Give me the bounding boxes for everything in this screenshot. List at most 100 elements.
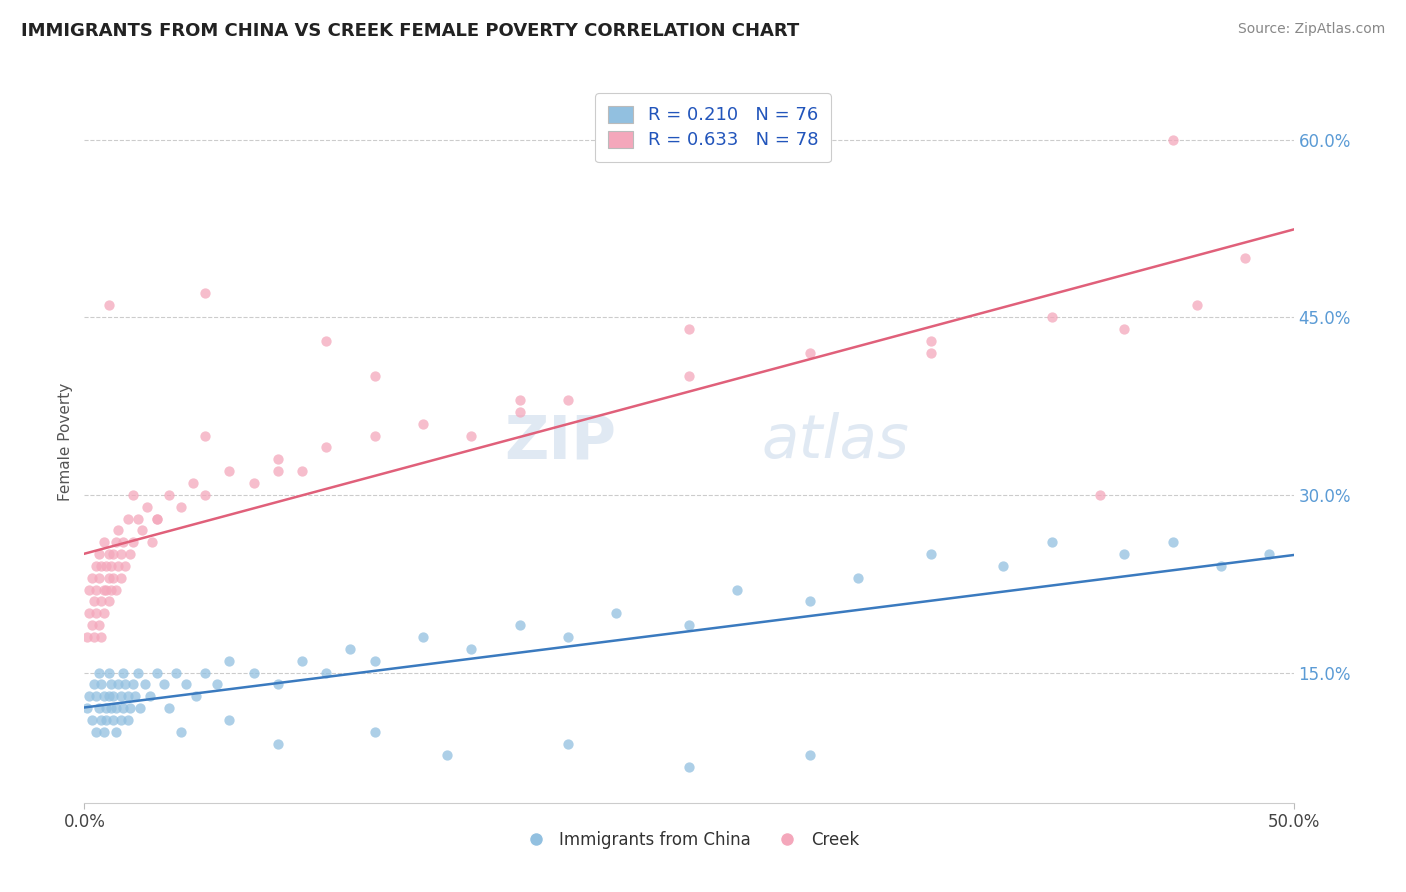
Point: [165, 665, 187, 680]
Point: [107, 677, 129, 691]
Point: [1114, 547, 1136, 561]
Point: [218, 713, 240, 727]
Point: [86, 607, 108, 621]
Point: [94, 558, 117, 573]
Point: [103, 547, 125, 561]
Point: [1161, 535, 1184, 549]
Point: [112, 701, 135, 715]
Point: [104, 535, 127, 549]
Point: [90, 594, 112, 608]
Point: [103, 689, 125, 703]
Point: [103, 571, 125, 585]
Point: [181, 475, 204, 490]
Point: [993, 558, 1015, 573]
Point: [267, 452, 290, 467]
Text: IMMIGRANTS FROM CHINA VS CREEK FEMALE POVERTY CORRELATION CHART: IMMIGRANTS FROM CHINA VS CREEK FEMALE PO…: [21, 22, 800, 40]
Point: [170, 724, 193, 739]
Point: [242, 475, 264, 490]
Point: [363, 724, 385, 739]
Point: [87, 571, 110, 585]
Point: [436, 748, 458, 763]
Point: [141, 535, 163, 549]
Point: [97, 689, 120, 703]
Point: [76, 630, 98, 644]
Point: [90, 713, 112, 727]
Point: [87, 618, 110, 632]
Point: [93, 689, 115, 703]
Point: [77, 689, 100, 703]
Point: [124, 689, 146, 703]
Point: [291, 654, 314, 668]
Point: [509, 393, 531, 408]
Point: [97, 547, 120, 561]
Point: [1040, 310, 1063, 325]
Point: [110, 571, 132, 585]
Point: [678, 618, 700, 632]
Point: [157, 701, 180, 715]
Point: [194, 428, 217, 442]
Point: [218, 654, 240, 668]
Point: [412, 417, 434, 431]
Point: [117, 689, 139, 703]
Point: [121, 488, 143, 502]
Point: [725, 582, 748, 597]
Point: [194, 665, 217, 680]
Point: [1114, 322, 1136, 336]
Point: [846, 571, 869, 585]
Point: [83, 630, 105, 644]
Point: [138, 689, 160, 703]
Point: [207, 677, 229, 691]
Point: [363, 654, 385, 668]
Point: [146, 665, 169, 680]
Point: [90, 558, 112, 573]
Point: [339, 641, 361, 656]
Point: [267, 677, 290, 691]
Point: [93, 607, 115, 621]
Point: [1040, 535, 1063, 549]
Text: ZIP: ZIP: [505, 412, 616, 471]
Point: [97, 571, 120, 585]
Point: [1088, 488, 1111, 502]
Point: [920, 345, 942, 359]
Point: [94, 713, 117, 727]
Point: [121, 535, 143, 549]
Point: [799, 594, 821, 608]
Point: [110, 689, 132, 703]
Point: [80, 713, 103, 727]
Point: [267, 737, 290, 751]
Point: [76, 701, 98, 715]
Point: [90, 630, 112, 644]
Point: [80, 618, 103, 632]
Point: [117, 713, 139, 727]
Point: [678, 322, 700, 336]
Point: [100, 701, 122, 715]
Point: [557, 737, 579, 751]
Point: [136, 500, 159, 514]
Point: [83, 677, 105, 691]
Point: [1161, 132, 1184, 146]
Point: [110, 713, 132, 727]
Point: [87, 701, 110, 715]
Point: [86, 582, 108, 597]
Point: [86, 689, 108, 703]
Point: [315, 441, 337, 455]
Point: [129, 701, 152, 715]
Point: [134, 677, 156, 691]
Point: [83, 594, 105, 608]
Point: [1209, 558, 1232, 573]
Point: [97, 665, 120, 680]
Point: [242, 665, 264, 680]
Point: [920, 334, 942, 348]
Point: [509, 405, 531, 419]
Point: [107, 524, 129, 538]
Point: [112, 665, 135, 680]
Point: [86, 724, 108, 739]
Point: [77, 607, 100, 621]
Point: [86, 558, 108, 573]
Point: [267, 464, 290, 478]
Point: [114, 558, 136, 573]
Point: [920, 547, 942, 561]
Point: [100, 677, 122, 691]
Point: [93, 582, 115, 597]
Point: [97, 594, 120, 608]
